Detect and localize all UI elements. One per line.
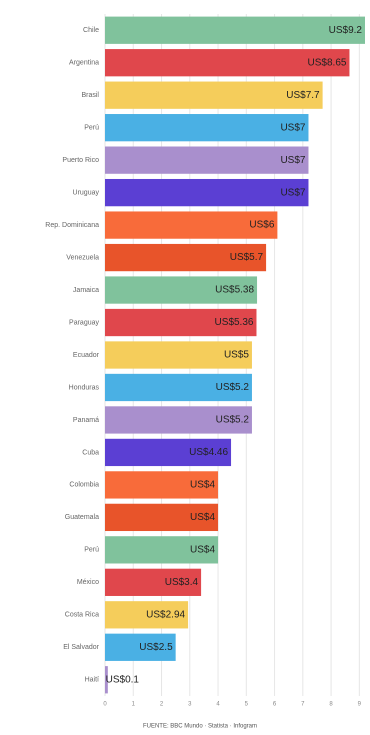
bar (105, 276, 258, 304)
value-label: US$7 (280, 155, 305, 166)
y-tick-label: Paraguay (69, 319, 99, 326)
bar (105, 438, 232, 467)
y-tick-label: Colombia (69, 482, 99, 489)
bar (105, 406, 252, 434)
value-label: US$9.2 (329, 25, 363, 36)
value-label: US$4 (190, 512, 215, 523)
bar (105, 568, 202, 596)
bar (105, 373, 252, 402)
value-label: US$6 (249, 220, 274, 231)
value-label: US$2.5 (139, 642, 173, 653)
bar (105, 601, 189, 629)
value-label: US$4.46 (189, 447, 228, 458)
bar (105, 536, 219, 564)
value-label: US$7 (280, 122, 305, 133)
value-label: US$5 (224, 350, 249, 361)
y-tick-label: Puerto Rico (62, 157, 99, 164)
x-tick-label: 7 (301, 702, 305, 708)
value-label: US$3.4 (165, 577, 199, 588)
y-tick-label: Chile (83, 27, 99, 34)
y-tick-label: México (77, 579, 99, 586)
y-tick-label: Ecuador (73, 352, 100, 359)
y-tick-label: Argentina (69, 60, 99, 67)
x-tick-label: 9 (358, 702, 362, 708)
value-label: US$5.38 (215, 285, 254, 296)
value-label: US$4 (190, 544, 215, 555)
bar (105, 114, 309, 142)
value-label: US$5.36 (215, 317, 254, 328)
y-tick-label: Brasil (81, 92, 99, 99)
value-label: US$5.2 (216, 415, 250, 426)
bar (105, 308, 257, 337)
source-note: FUENTE: BBC Mundo · Statista · Infogram (143, 724, 257, 730)
bar (105, 146, 309, 174)
x-tick-label: 0 (103, 702, 107, 708)
value-label: US$2.94 (146, 609, 185, 620)
y-tick-label: Rep. Dominicana (45, 222, 99, 229)
bar (105, 178, 309, 207)
y-tick-label: Costa Rica (65, 612, 99, 619)
value-label: US$5.7 (230, 252, 264, 263)
y-tick-label: Haití (85, 677, 99, 684)
x-tick-label: 6 (273, 702, 277, 708)
x-tick-label: 5 (245, 702, 249, 708)
y-tick-label: Perú (84, 125, 99, 132)
y-tick-label: Venezuela (66, 254, 99, 261)
value-label: US$7 (280, 187, 305, 198)
bar (105, 211, 278, 239)
bar (105, 341, 252, 369)
x-tick-label: 2 (160, 702, 164, 708)
x-tick-label: 4 (216, 702, 220, 708)
value-label: US$0.1 (106, 674, 140, 685)
x-tick-label: 1 (132, 702, 136, 708)
y-tick-label: Uruguay (73, 189, 100, 196)
y-tick-label: Honduras (69, 384, 100, 391)
bar (105, 471, 219, 499)
value-label: US$8.65 (308, 57, 347, 68)
value-label: US$4 (190, 480, 215, 491)
bar (105, 81, 323, 109)
y-tick-label: Panamá (73, 417, 99, 424)
value-label: US$7.7 (286, 90, 320, 101)
bar (105, 633, 176, 661)
value-label: US$5.2 (216, 382, 250, 393)
y-tick-label: Guatemala (65, 514, 99, 521)
bar (105, 503, 219, 532)
bar (105, 49, 350, 77)
x-tick-label: 3 (188, 702, 192, 708)
y-tick-label: El Salvador (63, 644, 99, 651)
y-tick-label: Jamaica (73, 287, 99, 294)
y-tick-label: Cuba (82, 449, 99, 456)
bar (105, 243, 267, 272)
bar (105, 666, 108, 694)
bar (105, 16, 365, 44)
x-tick-label: 8 (329, 702, 333, 708)
y-tick-label: Perú (84, 547, 99, 554)
